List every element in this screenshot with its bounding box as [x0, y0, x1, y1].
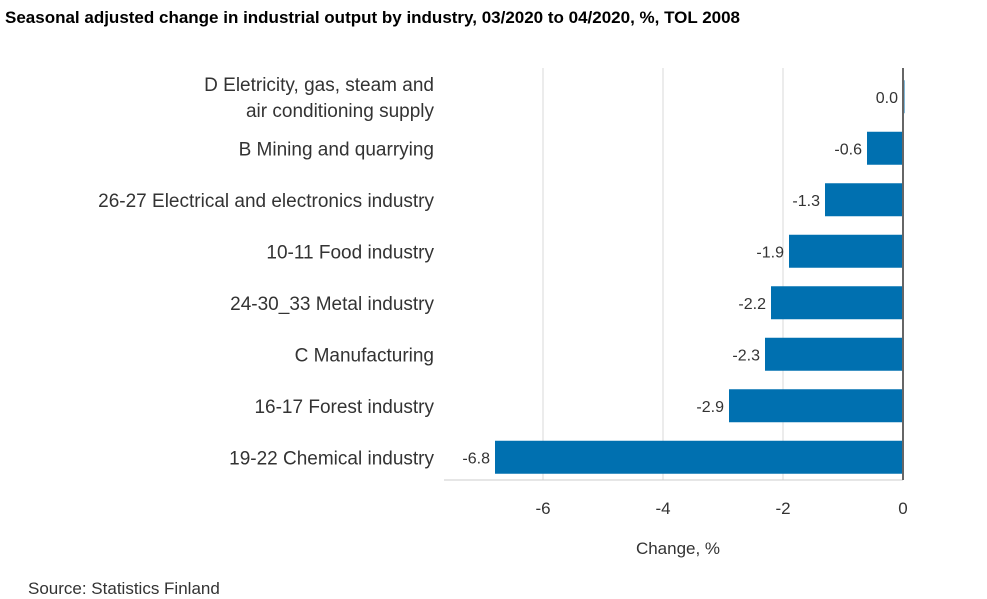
x-tick-label: 0	[898, 499, 907, 518]
data-label: 0.0	[876, 90, 898, 107]
category-label: B Mining and quarrying	[239, 139, 434, 160]
x-axis-label: Change, %	[636, 539, 720, 558]
bar	[729, 389, 903, 423]
bar	[771, 286, 903, 320]
data-label: -2.3	[732, 347, 760, 364]
chart-title: Seasonal adjusted change in industrial o…	[5, 8, 740, 27]
category-label: 19-22 Chemical industry	[229, 448, 434, 469]
bar	[867, 131, 903, 165]
bar	[765, 337, 903, 371]
x-tick-label: -2	[775, 499, 790, 518]
data-label: -0.6	[834, 141, 862, 158]
category-label: 26-27 Electrical and electronics industr…	[98, 191, 434, 212]
bar	[789, 234, 903, 268]
data-label: -2.9	[696, 399, 724, 416]
category-label: 16-17 Forest industry	[254, 397, 434, 418]
data-label: -6.8	[462, 450, 490, 467]
category-label: D Eletricity, gas, steam and	[204, 75, 434, 96]
category-label: 10-11 Food industry	[266, 242, 434, 263]
data-label: -1.3	[792, 193, 820, 210]
bar	[825, 183, 903, 217]
data-label: -2.2	[738, 296, 766, 313]
source-note: Source: Statistics Finland	[28, 579, 220, 598]
data-label: -1.9	[756, 244, 784, 261]
category-label: air conditioning supply	[246, 101, 435, 122]
x-tick-label: -6	[535, 499, 550, 518]
x-tick-label: -4	[655, 499, 670, 518]
bar	[495, 440, 903, 474]
category-label: C Manufacturing	[295, 345, 434, 366]
category-label: 24-30_33 Metal industry	[230, 294, 434, 315]
